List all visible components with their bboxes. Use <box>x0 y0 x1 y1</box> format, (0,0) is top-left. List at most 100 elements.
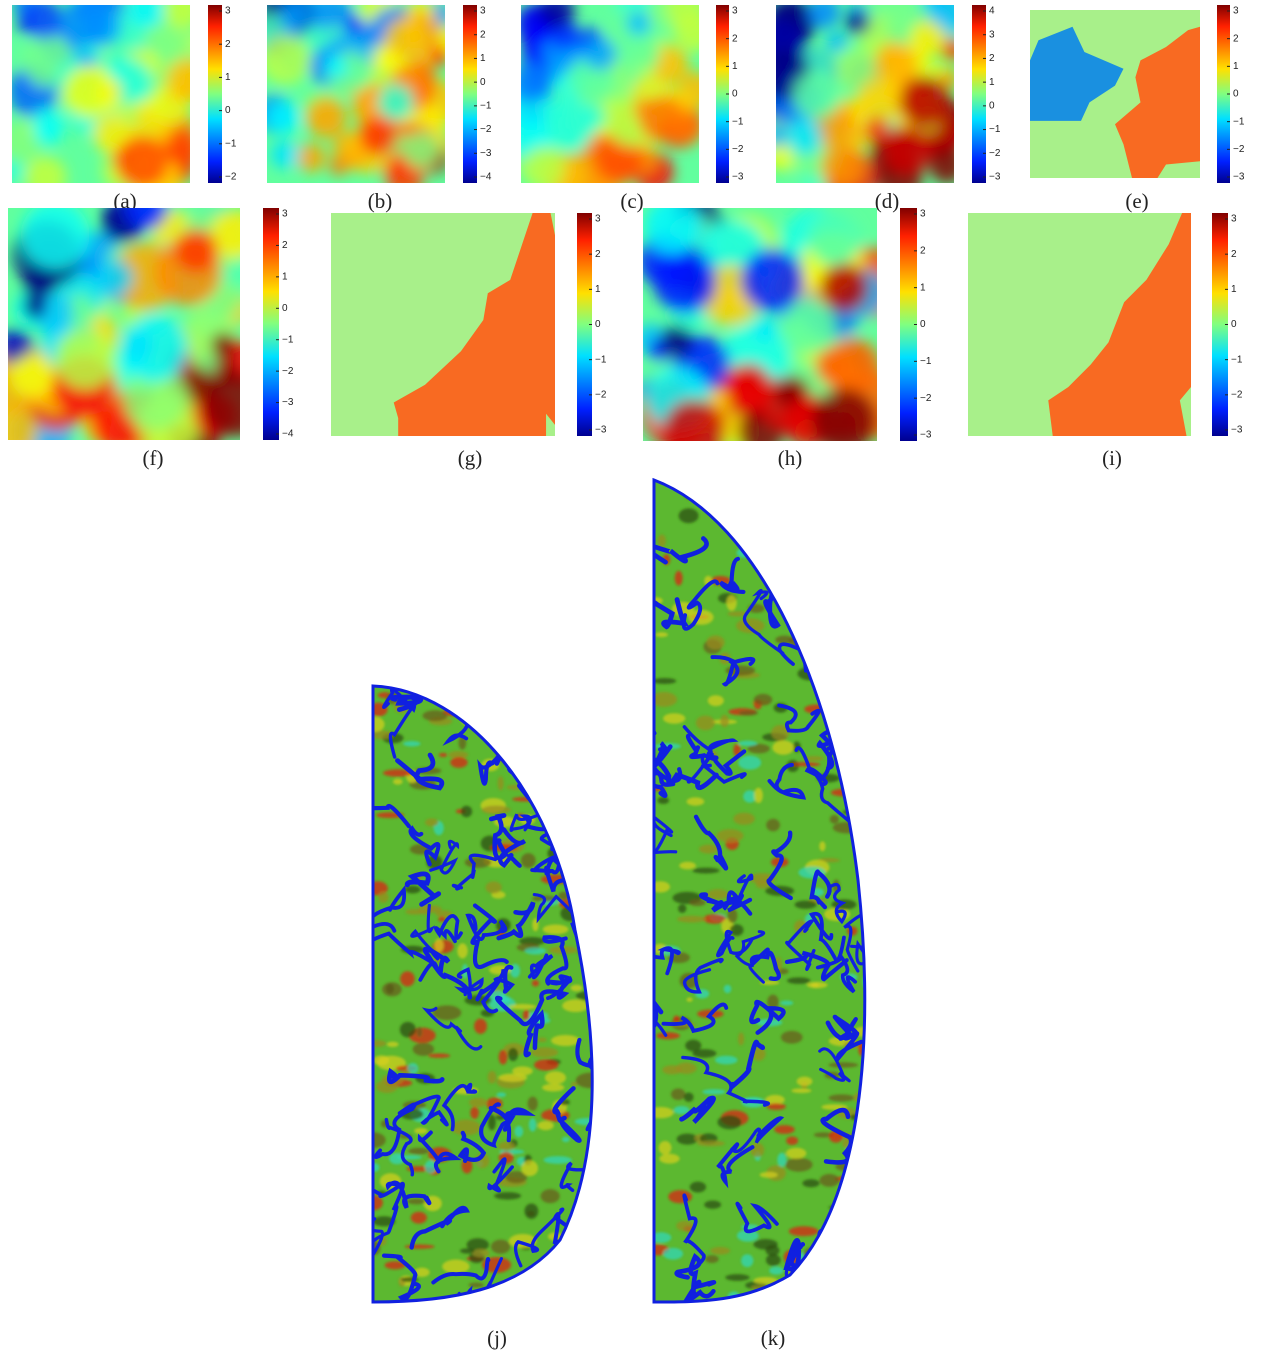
colorbar-tick-label: 3 <box>595 214 601 225</box>
sulcus-line <box>510 659 546 687</box>
texture-spot <box>856 1258 884 1274</box>
colorbar-tick-label: −2 <box>282 366 294 377</box>
texture-spot <box>704 1201 721 1209</box>
texture-spot <box>544 1156 573 1164</box>
colorbar-tick-label: 4 <box>989 6 995 17</box>
map-blob <box>858 77 905 124</box>
texture-spot <box>843 746 858 760</box>
texture-spot <box>551 1035 580 1046</box>
texture-spot <box>457 705 483 718</box>
texture-spot <box>658 797 669 804</box>
texture-spot <box>805 622 818 638</box>
texture-spot <box>658 535 666 548</box>
texture-spot <box>411 1212 427 1224</box>
map-blob <box>11 354 54 397</box>
map-blob <box>346 60 373 87</box>
texture-spot <box>407 1199 425 1205</box>
texture-spot <box>569 733 583 745</box>
map-image <box>968 213 1191 436</box>
texture-spot <box>834 565 855 571</box>
texture-spot <box>655 632 668 637</box>
texture-spot <box>521 853 536 868</box>
sulcus-line <box>549 1271 573 1292</box>
map-blob <box>64 65 117 118</box>
map-blob <box>826 31 847 52</box>
texture-spot <box>543 726 552 741</box>
texture-spot <box>663 713 685 724</box>
colorbar-tick-label: −2 <box>920 393 932 404</box>
sulcus-line <box>737 480 770 528</box>
texture-spot <box>777 1153 786 1167</box>
map-blob <box>164 128 202 166</box>
texture-spot <box>819 841 825 851</box>
texture-spot <box>434 939 443 953</box>
texture-spot <box>824 670 839 681</box>
texture-spot <box>451 1120 481 1136</box>
texture-spot <box>584 1185 591 1191</box>
colorbar-tick-label: −1 <box>732 116 744 127</box>
texture-spot <box>568 850 592 858</box>
texture-spot <box>850 818 871 828</box>
sulcus-line <box>807 636 837 677</box>
texture-spot <box>499 1050 508 1065</box>
texture-spot <box>460 690 475 700</box>
texture-spot <box>795 566 817 573</box>
texture-spot <box>499 732 523 740</box>
texture-spot <box>469 1098 487 1107</box>
colorbar-tick-label: −1 <box>480 100 492 111</box>
texture-spot <box>491 1240 510 1254</box>
colorbar-tick-label: 1 <box>920 282 926 293</box>
texture-spot <box>846 674 871 679</box>
texture-spot <box>503 737 513 749</box>
sulcus-line <box>557 703 616 739</box>
texture-spot <box>730 924 744 936</box>
texture-spot <box>523 1010 530 1021</box>
colorbar-tick-label: 1 <box>595 284 601 295</box>
texture-spot <box>829 1094 855 1101</box>
colorbar-tick-label: −1 <box>1233 116 1245 127</box>
colorbar-tick-label: 3 <box>920 209 926 220</box>
texture-spot <box>508 732 524 738</box>
texture-spot <box>696 716 715 731</box>
colorbar-tick-label: 2 <box>989 53 995 64</box>
colorbar-tick-label: 3 <box>1231 214 1237 225</box>
map-blob <box>377 84 414 121</box>
map-image <box>635 191 906 464</box>
map-blob <box>544 97 596 149</box>
texture-spot <box>580 925 605 933</box>
texture-spot <box>580 731 605 741</box>
texture-spot <box>684 1093 694 1102</box>
colorbar-tick-label: 2 <box>920 245 926 256</box>
texture-spot <box>706 635 724 649</box>
colorbar <box>972 5 986 183</box>
texture-spot <box>589 1247 607 1261</box>
texture-spot <box>576 991 605 1001</box>
sulcus-line <box>746 530 783 552</box>
texture-spot <box>819 1174 839 1187</box>
texture-spot <box>807 982 828 988</box>
map-blobs <box>0 187 268 466</box>
texture-spot <box>528 1097 538 1111</box>
texture-spot <box>425 818 438 826</box>
panel-label: (j) <box>487 1326 507 1350</box>
texture-spot <box>588 1159 608 1163</box>
map-blob <box>662 399 727 464</box>
texture-spot <box>724 985 731 994</box>
map-blob <box>910 21 946 57</box>
map-blob <box>266 101 300 135</box>
texture-spot <box>766 819 780 832</box>
colorbar-tick-label: 2 <box>732 33 738 44</box>
colorbar-tick-label: 3 <box>282 209 288 220</box>
texture-spot <box>845 732 852 743</box>
texture-spot <box>725 1274 749 1281</box>
colorbar-tick-label: 2 <box>225 39 231 50</box>
texture-spot <box>494 1192 521 1199</box>
map-image <box>251 0 461 196</box>
colorbar-tick-label: 3 <box>480 6 486 17</box>
texture-spot <box>400 971 415 986</box>
texture-spot <box>681 480 703 492</box>
map-image <box>753 0 970 202</box>
panel: 3210−1−2−3(e) <box>1030 5 1245 213</box>
colorbar-tick-label: −3 <box>1233 172 1245 183</box>
